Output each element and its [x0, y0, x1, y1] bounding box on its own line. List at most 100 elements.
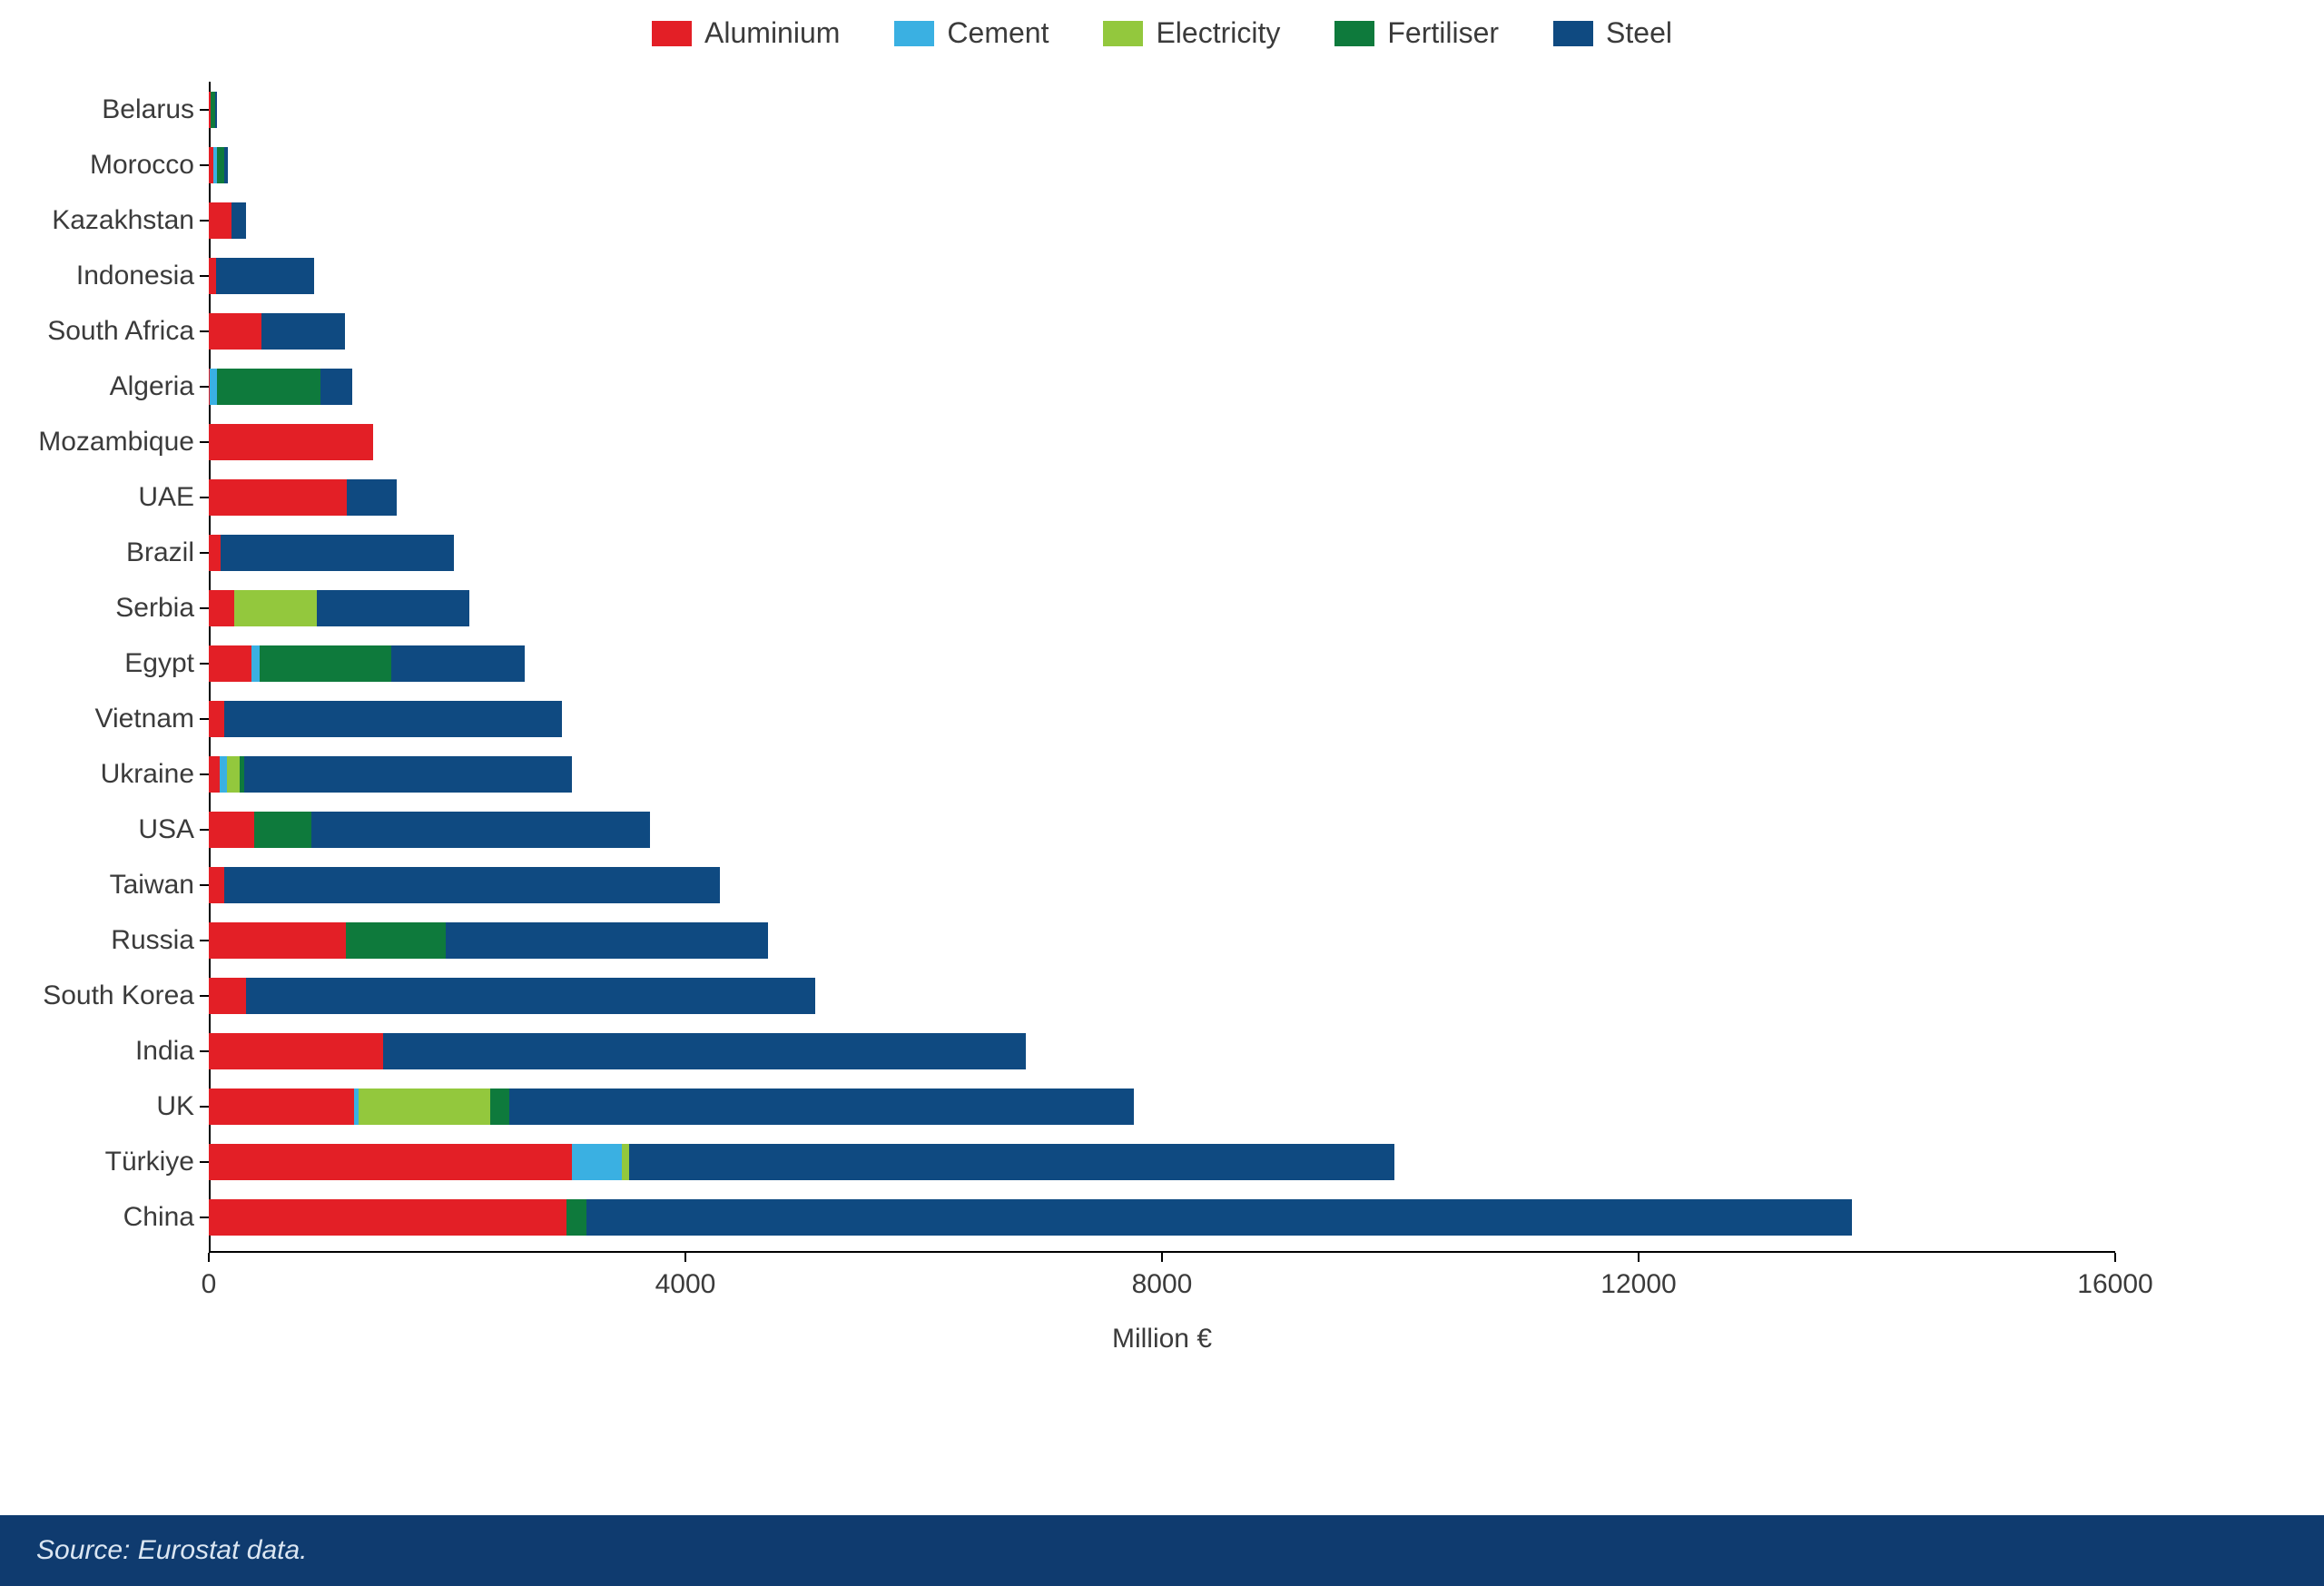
bar-segment-steel: [629, 1144, 1394, 1180]
country-row: UK: [209, 1089, 2115, 1125]
bar: [209, 645, 525, 682]
bar: [209, 424, 373, 460]
bar: [209, 1144, 1394, 1180]
bar-segment-steel: [231, 202, 246, 239]
legend-label-steel: Steel: [1606, 16, 1672, 50]
bar: [209, 701, 562, 737]
bar-segment-fertiliser: [217, 147, 224, 183]
bar-segment-steel: [261, 313, 345, 350]
legend-swatch-steel: [1553, 21, 1593, 46]
bar-segment-aluminium: [209, 1089, 354, 1125]
country-label: Algeria: [110, 371, 209, 402]
country-row: Brazil: [209, 535, 2115, 571]
bar: [209, 812, 650, 848]
legend-label-fertiliser: Fertiliser: [1387, 16, 1499, 50]
bar-segment-aluminium: [209, 1033, 383, 1069]
country-label: Mozambique: [38, 427, 209, 458]
legend-swatch-cement: [894, 21, 934, 46]
country-row: Taiwan: [209, 867, 2115, 903]
bar-segment-fertiliser: [254, 812, 311, 848]
bar-segment-aluminium: [209, 645, 251, 682]
x-tick-label: 8000: [1132, 1253, 1193, 1300]
bar-segment-aluminium: [209, 1144, 572, 1180]
legend-label-electricity: Electricity: [1156, 16, 1280, 50]
bar: [209, 369, 352, 405]
country-row: Kazakhstan: [209, 202, 2115, 239]
bar-segment-steel: [586, 1199, 1852, 1236]
country-row: South Africa: [209, 313, 2115, 350]
country-row: UAE: [209, 479, 2115, 516]
country-row: Russia: [209, 922, 2115, 959]
bar: [209, 479, 397, 516]
bar-segment-aluminium: [209, 1199, 566, 1236]
bar-segment-steel: [311, 812, 650, 848]
bar-segment-steel: [246, 978, 815, 1014]
legend-item-steel: Steel: [1553, 16, 1672, 50]
country-label: South Africa: [47, 316, 209, 347]
bar-segment-steel: [347, 479, 397, 516]
country-label: India: [135, 1036, 209, 1067]
country-row: Indonesia: [209, 258, 2115, 294]
bar-segment-electricity: [227, 756, 240, 793]
source-text: Source: Eurostat data.: [36, 1535, 308, 1565]
bar-segment-aluminium: [209, 701, 224, 737]
country-row: Ukraine: [209, 756, 2115, 793]
country-label: Vietnam: [94, 704, 209, 734]
bar-segment-aluminium: [209, 590, 234, 626]
legend-swatch-fertiliser: [1334, 21, 1374, 46]
bar-segment-cement: [220, 756, 227, 793]
bar: [209, 1089, 1134, 1125]
bar: [209, 1199, 1852, 1236]
country-label: Türkiye: [105, 1147, 209, 1177]
bar-segment-steel: [383, 1033, 1027, 1069]
bar-segment-fertiliser: [490, 1089, 509, 1125]
bar-segment-steel: [317, 590, 469, 626]
country-row: China: [209, 1199, 2115, 1236]
bar-segment-electricity: [359, 1089, 489, 1125]
bar: [209, 313, 345, 350]
chart-area: AluminiumCementElectricityFertiliserStee…: [0, 0, 2324, 1434]
bar-segment-fertiliser: [566, 1199, 586, 1236]
country-row: Mozambique: [209, 424, 2115, 460]
country-label: Brazil: [126, 537, 209, 568]
bar-segment-cement: [210, 369, 217, 405]
country-label: USA: [138, 814, 209, 845]
country-label: Kazakhstan: [52, 205, 209, 236]
x-tick-label: 4000: [655, 1253, 716, 1300]
bar: [209, 756, 572, 793]
bar-segment-aluminium: [209, 202, 231, 239]
bar-segment-aluminium: [209, 258, 216, 294]
country-label: China: [123, 1202, 209, 1233]
bar-segment-steel: [215, 92, 216, 128]
chart-legend: AluminiumCementElectricityFertiliserStee…: [0, 16, 2324, 50]
bar-segment-steel: [446, 922, 767, 959]
bar-segment-aluminium: [209, 922, 346, 959]
country-row: Algeria: [209, 369, 2115, 405]
bar-segment-steel: [224, 701, 561, 737]
bar: [209, 535, 454, 571]
bar-segment-steel: [221, 535, 454, 571]
x-tick-label: 0: [202, 1253, 217, 1300]
bar-segment-aluminium: [209, 424, 373, 460]
bar: [209, 922, 768, 959]
bar-segment-aluminium: [209, 867, 224, 903]
country-row: Serbia: [209, 590, 2115, 626]
legend-swatch-electricity: [1103, 21, 1143, 46]
legend-item-fertiliser: Fertiliser: [1334, 16, 1499, 50]
x-tick-label: 12000: [1600, 1253, 1676, 1300]
country-label: South Korea: [43, 980, 209, 1011]
bar-segment-steel: [320, 369, 351, 405]
country-label: Serbia: [115, 593, 209, 624]
country-label: UK: [156, 1091, 209, 1122]
bar-segment-electricity: [622, 1144, 629, 1180]
country-label: Indonesia: [76, 261, 209, 291]
bar-segment-aluminium: [209, 479, 347, 516]
bar: [209, 92, 217, 128]
bar-segment-aluminium: [209, 756, 220, 793]
bar-segment-steel: [216, 258, 314, 294]
country-label: Russia: [111, 925, 209, 956]
bar-segment-aluminium: [209, 313, 261, 350]
country-row: Vietnam: [209, 701, 2115, 737]
country-row: Türkiye: [209, 1144, 2115, 1180]
bar: [209, 147, 228, 183]
